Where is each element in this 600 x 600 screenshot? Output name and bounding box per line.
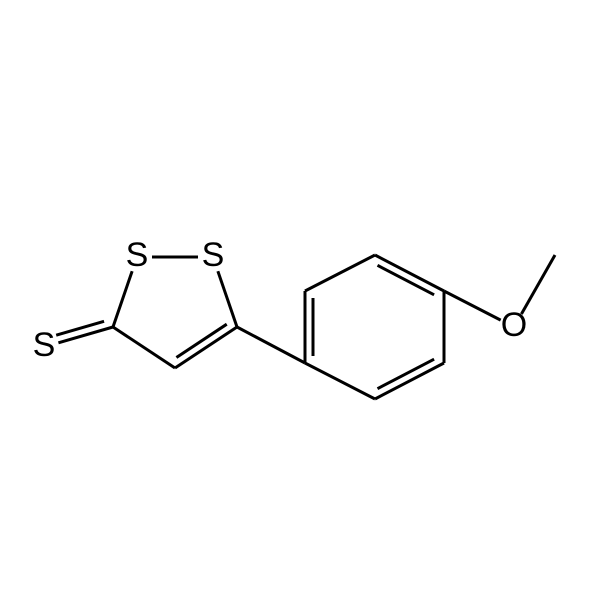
bond: [305, 363, 375, 399]
atom-label-s: S: [202, 236, 225, 274]
bond: [113, 271, 132, 327]
atom-label-s: S: [126, 236, 149, 274]
bond: [218, 271, 237, 327]
bond: [444, 291, 501, 320]
bond: [375, 363, 444, 399]
bond: [113, 327, 175, 368]
bond: [175, 327, 237, 368]
bond: [305, 255, 375, 291]
bond: [237, 327, 305, 363]
molecule-svg: S S S O: [0, 0, 600, 600]
bond: [58, 327, 113, 343]
bond-inner: [176, 324, 226, 357]
atom-label-s: S: [33, 326, 56, 364]
bond: [375, 255, 444, 291]
atom-label-o: O: [501, 306, 527, 344]
